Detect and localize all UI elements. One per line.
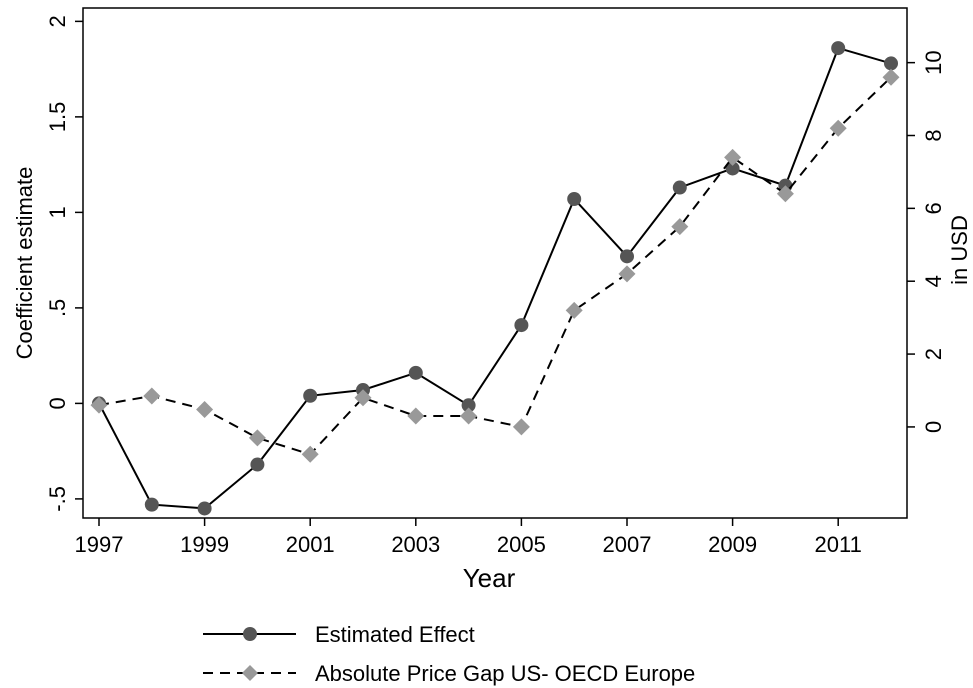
point-estimated-effect-2011 (831, 41, 846, 56)
legend-marker-circle (243, 627, 257, 641)
point-estimated-effect-2009 (725, 161, 740, 176)
point-estimated-effect-2006 (567, 192, 582, 207)
left-tick-label: 2 (45, 15, 70, 27)
plot-area-frame (82, 7, 908, 519)
x-tick-label: 2007 (603, 532, 652, 557)
point-price-gap-2007 (618, 265, 636, 283)
point-price-gap-1997 (90, 396, 108, 414)
right-axis-ticks: 0 2 4 6 8 10 (907, 50, 946, 433)
point-estimated-effect-2004 (461, 398, 476, 413)
point-estimated-effect-2008 (672, 180, 687, 195)
series-line-0 (98, 46, 892, 510)
right-tick-label: 4 (921, 275, 946, 287)
point-estimated-effect-1998 (144, 497, 159, 512)
point-price-gap-2008 (671, 218, 689, 236)
right-tick-label: 2 (921, 348, 946, 360)
left-tick-label: 0 (45, 397, 70, 409)
point-estimated-effect-1999 (197, 501, 212, 516)
x-tick-label: 2003 (391, 532, 440, 557)
legend: Estimated Effect Absolute Price Gap US- … (203, 622, 695, 686)
legend-marker-diamond (242, 665, 258, 681)
left-tick-label: 1.5 (45, 102, 70, 133)
legend-label-price-gap: Absolute Price Gap US- OECD Europe (315, 661, 695, 686)
point-estimated-effect-2003 (408, 365, 423, 380)
x-tick-label: 1997 (75, 532, 124, 557)
left-axis-title: Coefficient estimate (12, 167, 37, 360)
point-price-gap-2006 (565, 301, 583, 319)
point-price-gap-2005 (512, 418, 530, 436)
right-tick-label: 10 (921, 50, 946, 74)
point-price-gap-1998 (143, 387, 161, 405)
point-estimated-effect-2007 (620, 249, 634, 264)
left-tick-label: -.5 (45, 486, 70, 512)
point-price-gap-2001 (301, 445, 319, 463)
point-price-gap-2004 (460, 407, 478, 425)
right-tick-label: 0 (921, 421, 946, 433)
series-line-1 (98, 76, 892, 456)
point-estimated-effect-2001 (303, 388, 318, 403)
point-price-gap-2000 (248, 429, 266, 447)
right-tick-label: 8 (921, 129, 946, 141)
left-tick-label: .5 (45, 299, 70, 317)
point-price-gap-2010 (776, 185, 794, 203)
left-tick-label: 1 (45, 206, 70, 218)
point-estimated-effect-2005 (514, 318, 529, 333)
point-price-gap-2002 (354, 389, 372, 407)
point-price-gap-2011 (829, 119, 847, 137)
x-tick-label: 2009 (708, 532, 757, 557)
point-price-gap-2009 (724, 148, 742, 166)
point-price-gap-2003 (407, 407, 425, 425)
series-layer (90, 41, 900, 516)
x-tick-label: 2011 (815, 532, 862, 557)
x-axis-title: Year (463, 563, 516, 593)
x-axis-ticks: 1997 1999 2001 2003 2005 2007 2009 2011 (75, 518, 862, 557)
legend-label-estimated-effect: Estimated Effect (315, 622, 475, 647)
left-axis-ticks: -.5 0 .5 1 1.5 2 (45, 15, 83, 512)
x-tick-label: 2001 (286, 532, 335, 557)
point-price-gap-2012 (882, 68, 900, 86)
x-tick-label: 1999 (180, 532, 229, 557)
point-price-gap-1999 (196, 400, 214, 418)
x-tick-label: 2005 (497, 532, 546, 557)
point-estimated-effect-2000 (250, 457, 265, 472)
right-tick-label: 6 (921, 202, 946, 214)
point-estimated-effect-2012 (884, 56, 898, 71)
right-axis-title: in USD (947, 215, 972, 285)
